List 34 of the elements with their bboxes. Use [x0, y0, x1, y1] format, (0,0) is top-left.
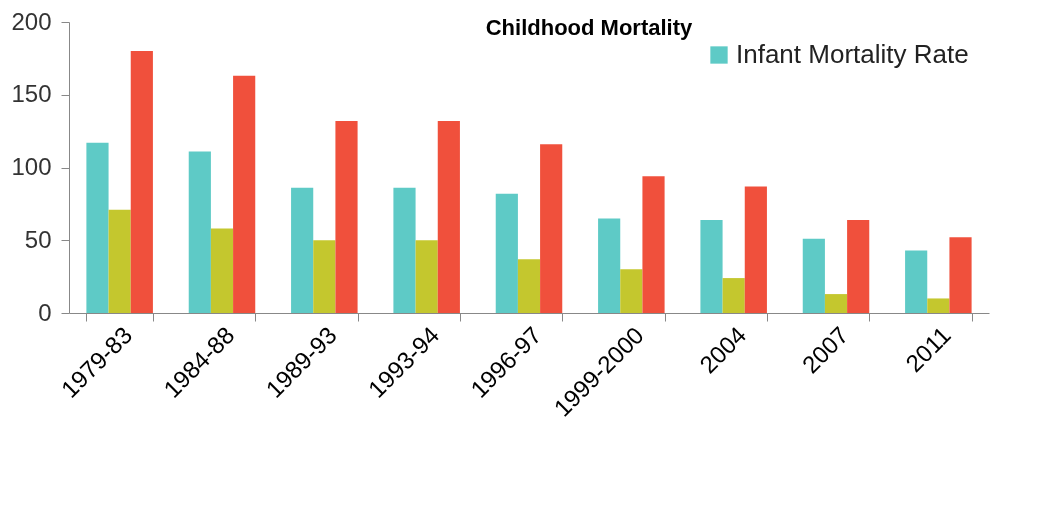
bar — [393, 187, 416, 313]
bar — [210, 228, 234, 313]
y-tick-label: 200 — [11, 7, 52, 35]
legend-label: Infant Mortality Rate — [736, 39, 969, 69]
bar — [824, 294, 848, 313]
y-tick-label: 150 — [11, 80, 52, 108]
y-tick-label: 0 — [38, 298, 52, 326]
bar — [437, 120, 460, 313]
bar — [927, 298, 950, 313]
bar — [335, 120, 358, 313]
bar — [233, 75, 256, 313]
y-tick-label: 50 — [24, 225, 52, 253]
bar — [130, 51, 153, 313]
bar — [495, 193, 518, 313]
bar — [598, 218, 621, 313]
y-tick-label: 100 — [11, 153, 52, 180]
bar — [722, 278, 745, 313]
bar — [517, 259, 541, 313]
bar — [620, 269, 643, 313]
chart-title: Childhood Mortality — [485, 15, 694, 40]
bar — [313, 240, 336, 313]
bar — [86, 142, 109, 313]
bar — [291, 187, 314, 313]
bar — [188, 151, 211, 313]
bar — [540, 144, 563, 313]
bar — [108, 209, 131, 313]
bar — [802, 238, 825, 313]
bar — [905, 250, 928, 313]
bar — [700, 219, 723, 313]
bar — [415, 240, 438, 313]
bar — [642, 176, 665, 313]
bar — [949, 237, 972, 313]
bar — [847, 219, 870, 313]
bar — [744, 186, 767, 313]
